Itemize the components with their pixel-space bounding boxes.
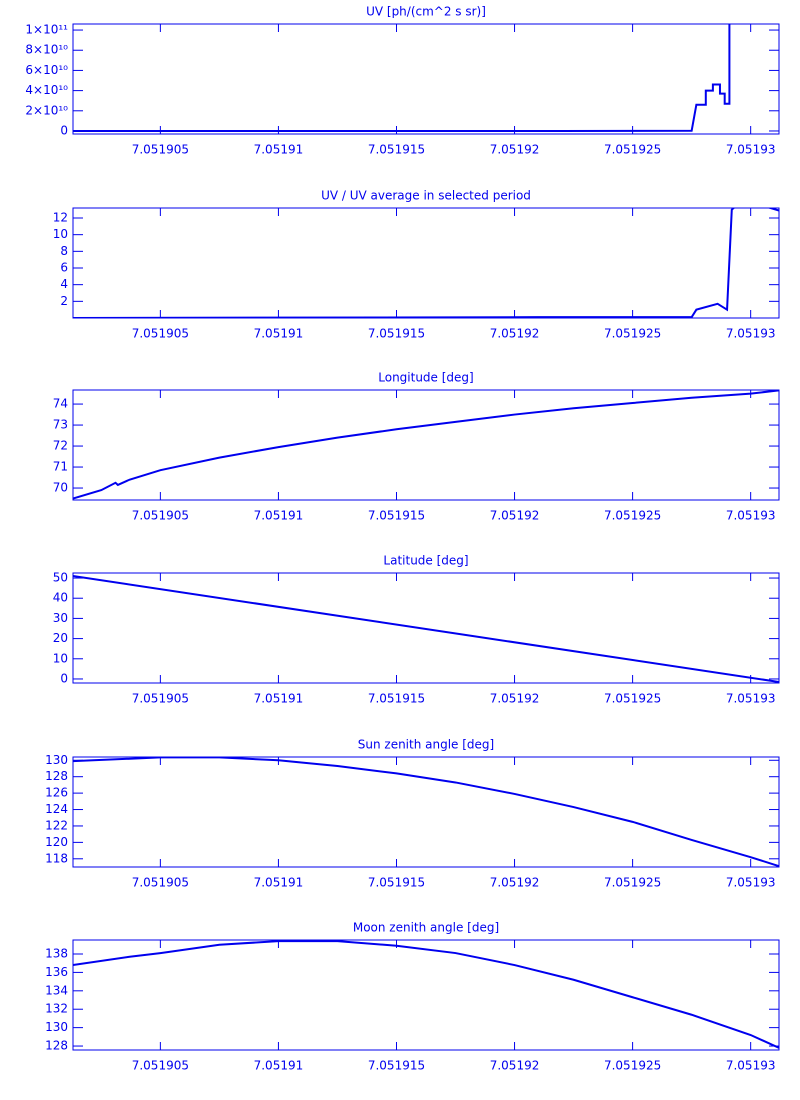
x-tick-label: 7.051925: [604, 876, 661, 890]
x-tick-label: 7.05192: [490, 327, 540, 341]
x-tick-label: 7.05193: [726, 509, 776, 523]
x-tick-label: 7.05191: [254, 692, 304, 706]
x-tick-label: 7.05193: [726, 1059, 776, 1073]
y-tick-label: 126: [45, 786, 68, 800]
panel-title: UV / UV average in selected period: [321, 189, 531, 203]
x-tick-label: 7.05192: [490, 143, 540, 157]
y-tick-label: 118: [45, 851, 68, 865]
y-tick-label: 0: [60, 123, 68, 137]
x-tick-label: 7.051905: [132, 143, 189, 157]
x-tick-label: 7.051905: [132, 876, 189, 890]
x-tick-label: 7.051915: [368, 143, 425, 157]
y-tick-label: 0: [60, 671, 68, 685]
x-tick-label: 7.051905: [132, 692, 189, 706]
y-tick-label: 71: [53, 460, 68, 474]
y-tick-label: 12: [53, 211, 68, 225]
panel: Longitude [deg] 7.051905 7.05191 7.051915 7.…: [53, 371, 780, 523]
x-tick-label: 7.051925: [604, 143, 661, 157]
x-tick-label: 7.05191: [254, 143, 304, 157]
y-tick-label: 20: [53, 631, 68, 645]
x-tick-label: 7.051915: [368, 1059, 425, 1073]
x-tick-label: 7.05191: [254, 1059, 304, 1073]
panel-title: Moon zenith angle [deg]: [353, 921, 499, 935]
y-tick-label: 8: [60, 244, 68, 258]
plot-frame: [72, 207, 780, 319]
x-tick-label: 7.051915: [368, 327, 425, 341]
y-tick-label: 2: [60, 294, 68, 308]
y-tick-label: 136: [45, 965, 68, 979]
x-tick-label: 7.051925: [604, 509, 661, 523]
panel: Latitude [deg] 7.051905 7.05191 7.051915 7.0…: [53, 554, 780, 706]
y-tick-label: 128: [45, 1039, 68, 1053]
x-tick-label: 7.05192: [490, 509, 540, 523]
data-line: [73, 575, 779, 683]
y-tick-label: 6×10¹⁰: [25, 63, 68, 77]
y-tick-label: 120: [45, 835, 68, 849]
y-tick-label: 50: [53, 571, 68, 585]
y-tick-label: 132: [45, 1002, 68, 1016]
y-tick-label: 124: [45, 802, 68, 816]
data-line: [73, 390, 779, 500]
x-tick-label: 7.051905: [132, 509, 189, 523]
x-tick-label: 7.05192: [490, 1059, 540, 1073]
y-tick-label: 70: [53, 481, 68, 495]
plot-frame: [72, 23, 780, 135]
x-tick-label: 7.05191: [254, 509, 304, 523]
plot-frame: [72, 572, 780, 684]
y-tick-label: 10: [53, 651, 68, 665]
panel: UV / UV average in selected period 7.0519…: [53, 189, 780, 341]
x-tick-label: 7.051915: [368, 876, 425, 890]
y-tick-label: 10: [53, 227, 68, 241]
y-tick-label: 2×10¹⁰: [25, 103, 68, 117]
y-tick-label: 122: [45, 818, 68, 832]
data-line: [73, 208, 779, 318]
panel-title: UV [ph/(cm^2 s sr)]: [366, 5, 486, 19]
x-tick-label: 7.051905: [132, 327, 189, 341]
x-tick-label: 7.051925: [604, 692, 661, 706]
x-tick-label: 7.05191: [254, 876, 304, 890]
data-line: [73, 757, 779, 867]
x-tick-label: 7.051905: [132, 1059, 189, 1073]
x-tick-label: 7.051915: [368, 692, 425, 706]
panel-title: Latitude [deg]: [383, 554, 468, 568]
panel-title: Longitude [deg]: [378, 371, 473, 385]
panel: UV [ph/(cm^2 s sr)] 7.051905 7.05191 7.0519…: [25, 5, 780, 157]
y-tick-label: 4×10¹⁰: [25, 83, 68, 97]
x-tick-label: 7.05193: [726, 876, 776, 890]
y-tick-label: 40: [53, 591, 68, 605]
y-tick-label: 134: [45, 983, 68, 997]
y-tick-label: 74: [53, 397, 68, 411]
x-tick-label: 7.051925: [604, 1059, 661, 1073]
panel: Moon zenith angle [deg] 7.051905 7.05191 7.…: [45, 921, 780, 1073]
data-line: [73, 940, 779, 1049]
y-tick-label: 73: [53, 418, 68, 432]
y-tick-label: 130: [45, 1020, 68, 1034]
y-tick-label: 128: [45, 769, 68, 783]
plot-frame: [72, 756, 780, 868]
x-tick-label: 7.05192: [490, 876, 540, 890]
panel-title: Sun zenith angle [deg]: [358, 738, 494, 752]
y-tick-label: 130: [45, 753, 68, 767]
y-tick-label: 1×10¹¹: [25, 23, 68, 37]
y-tick-label: 6: [60, 261, 68, 275]
panel: Sun zenith angle [deg] 7.051905 7.05191 7.0…: [45, 738, 780, 890]
x-tick-label: 7.051915: [368, 509, 425, 523]
data-line: [73, 24, 731, 132]
x-tick-label: 7.05193: [726, 327, 776, 341]
y-tick-label: 8×10¹⁰: [25, 43, 68, 57]
y-tick-label: 72: [53, 439, 68, 453]
y-tick-label: 138: [45, 946, 68, 960]
plot-frame: [72, 389, 780, 501]
x-tick-label: 7.051925: [604, 327, 661, 341]
y-tick-label: 30: [53, 611, 68, 625]
x-tick-label: 7.05192: [490, 692, 540, 706]
plot-frame: [72, 939, 780, 1051]
x-tick-label: 7.05193: [726, 143, 776, 157]
y-tick-label: 4: [60, 277, 68, 291]
x-tick-label: 7.05193: [726, 692, 776, 706]
x-tick-label: 7.05191: [254, 327, 304, 341]
